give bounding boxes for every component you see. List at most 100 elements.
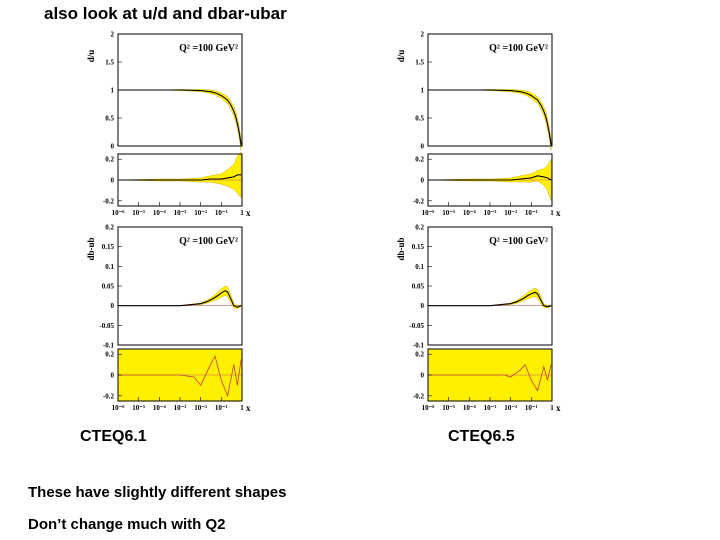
- y-tick-label: 0: [421, 143, 425, 151]
- y-tick-label: 2: [111, 31, 115, 39]
- y-tick-label: 0.05: [412, 283, 425, 291]
- y-tick-label: -0.2: [413, 197, 425, 205]
- y-axis-label: db-ub: [86, 237, 96, 260]
- y-tick-label: 0: [421, 372, 425, 380]
- x-tick-label: 10⁻¹: [525, 404, 538, 412]
- y-tick-label: 2: [421, 31, 425, 39]
- x-tick-label: 10⁻¹: [215, 209, 228, 217]
- y-tick-label: 0: [421, 302, 425, 310]
- panel-dbub_ratio-cteq65: -0.2 0 0.2 10⁻⁶ 10⁻⁵ 10⁻⁴ 10⁻³ 10⁻² 10⁻¹ 1 x: [413, 348, 561, 413]
- x-tick-label: 1: [550, 404, 554, 412]
- y-tick-label: 0: [111, 302, 115, 310]
- panel-dbub_ratio-cteq61: -0.2 0 0.2 10⁻⁶ 10⁻⁵ 10⁻⁴ 10⁻³ 10⁻² 10⁻¹ 1 x: [103, 348, 251, 413]
- note-q2: Don’t change much with Q2: [28, 516, 226, 533]
- panel-dbub-cteq65: -0.1 -0.05 0 0.05 0.1 0.15 0.2 db-ub Q² =100 GeV…: [396, 224, 553, 350]
- x-tick-label: 10⁻³: [174, 209, 187, 217]
- y-tick-label: 0: [111, 177, 115, 185]
- panel-dbub-cteq61: -0.1 -0.05 0 0.05 0.1 0.15 0.2 db-ub Q² =100 GeV…: [86, 224, 243, 350]
- y-tick-label: -0.2: [103, 197, 115, 205]
- y-tick-label: 0.5: [415, 115, 424, 123]
- central-curve: [428, 291, 552, 308]
- y-axis-label: db-ub: [396, 237, 406, 260]
- y-tick-label: 1: [421, 87, 425, 95]
- y-tick-label: 0: [421, 177, 425, 185]
- x-axis-label: x: [556, 208, 561, 218]
- y-tick-label: -0.1: [413, 342, 425, 350]
- y-tick-label: 1.5: [415, 59, 424, 67]
- y-tick-label: -0.2: [413, 392, 425, 400]
- x-tick-label: 10⁻²: [504, 404, 517, 412]
- y-tick-label: 0: [111, 143, 115, 151]
- x-tick-label: 10⁻⁵: [442, 209, 455, 217]
- x-tick-label: 10⁻²: [194, 209, 207, 217]
- x-axis-label: x: [246, 403, 251, 413]
- x-tick-label: 10⁻⁴: [463, 404, 477, 412]
- y-tick-label: 0.2: [105, 351, 114, 359]
- y-tick-label: 1.5: [105, 59, 114, 67]
- x-tick-label: 10⁻⁵: [442, 404, 455, 412]
- central-curve: [428, 175, 552, 181]
- y-tick-label: -0.05: [409, 322, 424, 330]
- x-tick-label: 10⁻¹: [525, 209, 538, 217]
- y-tick-label: 0.05: [102, 283, 115, 291]
- x-tick-label: 1: [240, 209, 244, 217]
- y-tick-label: 0: [111, 372, 115, 380]
- y-tick-label: 0.15: [412, 243, 425, 251]
- x-axis-label: x: [556, 403, 561, 413]
- x-tick-label: 10⁻⁴: [153, 209, 167, 217]
- y-tick-label: -0.2: [103, 392, 115, 400]
- x-tick-label: 10⁻⁶: [112, 209, 125, 217]
- y-tick-label: 0.5: [105, 115, 114, 123]
- panel-du-cteq61: 0 0.5 1 1.5 2 d/u Q² =100 GeV²: [86, 31, 243, 151]
- q2-annotation: Q² =100 GeV²: [179, 236, 238, 247]
- x-axis-label: x: [246, 208, 251, 218]
- figure-label-cteq65: CTEQ6.5: [448, 428, 515, 445]
- central-curve: [428, 363, 552, 392]
- x-tick-label: 10⁻³: [174, 404, 187, 412]
- x-tick-label: 10⁻³: [484, 404, 497, 412]
- x-tick-label: 1: [240, 404, 244, 412]
- x-tick-label: 10⁻⁴: [153, 404, 167, 412]
- central-curve: [118, 290, 242, 308]
- panel-du-cteq65: 0 0.5 1 1.5 2 d/u Q² =100 GeV²: [396, 31, 553, 151]
- y-axis-label: d/u: [86, 50, 96, 63]
- y-tick-label: 0.2: [415, 156, 424, 164]
- y-tick-label: 0.1: [415, 263, 424, 271]
- plot-frame: [427, 226, 553, 346]
- x-tick-label: 1: [550, 209, 554, 217]
- x-tick-label: 10⁻¹: [215, 404, 228, 412]
- slide-title: also look at u/d and dbar-ubar: [44, 4, 287, 23]
- y-tick-label: 0.2: [105, 156, 114, 164]
- y-tick-label: 0.1: [105, 263, 114, 271]
- y-tick-label: 0.15: [102, 243, 115, 251]
- central-curve: [118, 89, 242, 145]
- x-tick-label: 10⁻⁴: [463, 209, 477, 217]
- q2-annotation: Q² =100 GeV²: [489, 236, 548, 247]
- central-curve: [428, 89, 552, 145]
- x-tick-label: 10⁻³: [484, 209, 497, 217]
- y-axis-label: d/u: [396, 50, 406, 63]
- y-tick-label: -0.1: [103, 342, 115, 350]
- x-tick-label: 10⁻⁶: [112, 404, 125, 412]
- y-tick-label: -0.05: [99, 322, 114, 330]
- x-tick-label: 10⁻²: [194, 404, 207, 412]
- y-tick-label: 0.2: [415, 224, 424, 232]
- x-tick-label: 10⁻⁵: [132, 209, 145, 217]
- y-tick-label: 0.2: [415, 351, 424, 359]
- figure-label-cteq61: CTEQ6.1: [80, 428, 147, 445]
- central-curve: [118, 355, 242, 398]
- x-tick-label: 10⁻⁶: [422, 404, 435, 412]
- x-tick-label: 10⁻⁶: [422, 209, 435, 217]
- y-tick-label: 1: [111, 87, 115, 95]
- x-tick-label: 10⁻⁵: [132, 404, 145, 412]
- note-shapes: These have slightly different shapes: [28, 484, 287, 501]
- panel-du_ratio-cteq61: -0.2 0 0.2 10⁻⁶ 10⁻⁵ 10⁻⁴ 10⁻³ 10⁻² 10⁻¹ 1 x: [103, 151, 251, 218]
- central-curve: [118, 174, 242, 181]
- y-tick-label: 0.2: [105, 224, 114, 232]
- x-tick-label: 10⁻²: [504, 209, 517, 217]
- panel-du_ratio-cteq65: -0.2 0 0.2 10⁻⁶ 10⁻⁵ 10⁻⁴ 10⁻³ 10⁻² 10⁻¹ 1 x: [413, 153, 561, 218]
- q2-annotation: Q² =100 GeV²: [489, 43, 548, 54]
- q2-annotation: Q² =100 GeV²: [179, 43, 238, 54]
- plot-frame: [117, 226, 243, 346]
